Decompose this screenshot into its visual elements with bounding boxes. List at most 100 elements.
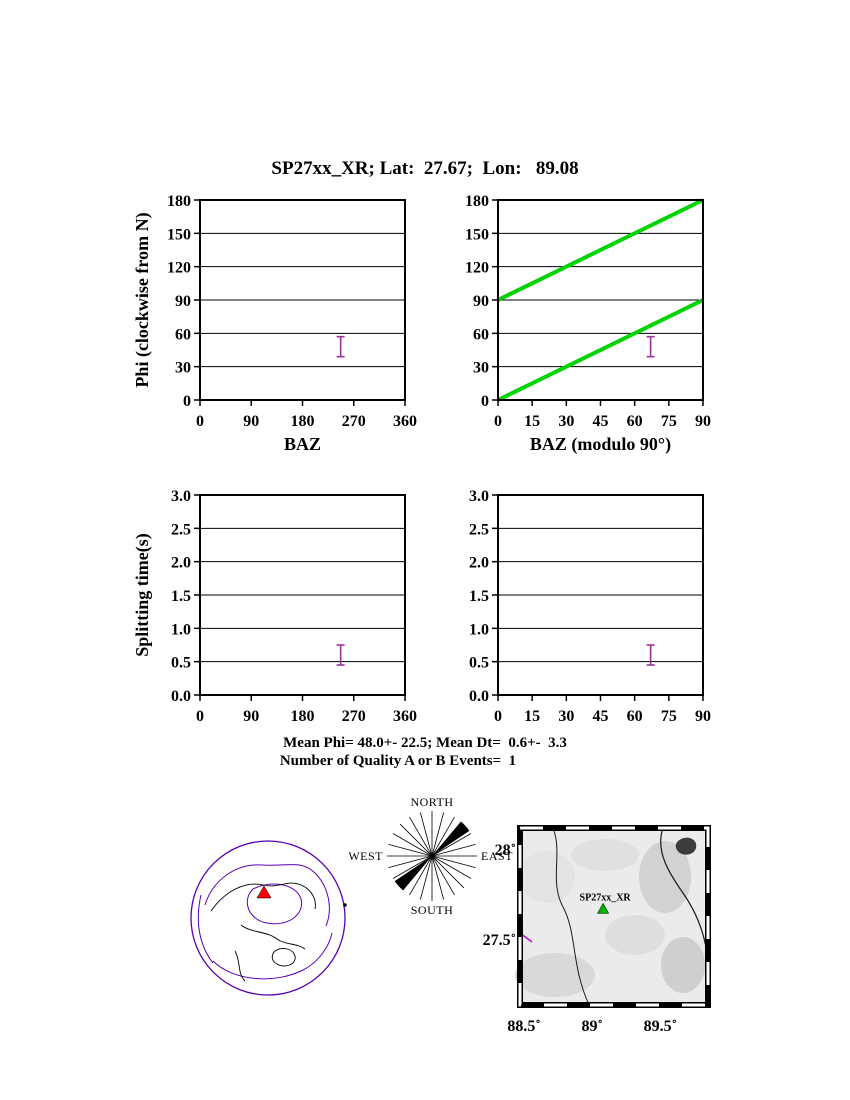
mean-phi-dt-text: Mean Phi= 48.0+- 22.5; Mean Dt= 0.6+- 3.…	[283, 735, 567, 751]
y-tick-label: 180	[465, 193, 489, 210]
y-tick-label: 60	[473, 326, 489, 343]
rose-label-north: NORTH	[410, 795, 453, 809]
x-tick-label: 0	[494, 708, 502, 725]
y-tick-label: 0	[183, 393, 191, 410]
x-tick-label: 0	[196, 708, 204, 725]
x-tick-label: 15	[524, 708, 540, 725]
coast-line	[660, 827, 708, 954]
y-tick-label: 2.0	[469, 555, 489, 572]
y-tick-label: 180	[167, 193, 191, 210]
map-station-marker	[597, 902, 610, 914]
y-tick-label: 120	[167, 260, 191, 277]
y-tick-label: 1.0	[469, 621, 489, 638]
map-x-tick-label: 89.5˚	[644, 1018, 677, 1035]
event-dot	[343, 903, 347, 907]
chart-dt-vs-baz-mod90: 0 15 30 45 60 75 90 0.0 0.5 1.0 1.5 2.0 2.5 3.0	[469, 488, 711, 725]
y-tick-label: 3.0	[469, 488, 489, 505]
terrain-shade	[519, 851, 575, 903]
terrain-shade	[661, 937, 705, 993]
dark-terrain-patch	[675, 837, 697, 855]
rose-wedge	[432, 821, 470, 856]
chart-phi-vs-baz-mod90: 0 15 30 45 60 75 90 0 30 60 90 120 150 180 BAZ (modulo…	[465, 193, 711, 455]
terrain-shade	[605, 915, 665, 955]
y-axis-label: Splitting time(s)	[132, 533, 153, 657]
continent-outline	[240, 924, 306, 950]
x-tick-label: 75	[661, 708, 677, 725]
map-station-label: SP27xx_XR	[580, 892, 632, 903]
y-tick-label: 1.0	[171, 621, 191, 638]
x-axis-label: BAZ	[284, 434, 321, 454]
chart-phi-vs-baz: 0 90 180 270 360 0 30 60 90 120 150 180 BAZ Phi (cloc…	[132, 193, 417, 454]
map-x-tick-label: 89˚	[582, 1018, 603, 1035]
y-tick-label: 0.5	[469, 655, 489, 672]
y-tick-label: 90	[473, 293, 489, 310]
rose-label-south: SOUTH	[411, 903, 454, 917]
x-tick-label: 45	[593, 413, 609, 430]
y-tick-label: 2.5	[171, 521, 191, 538]
map-x-tick-label: 88.5˚	[507, 1018, 540, 1035]
rose-label-east: EAST	[481, 849, 513, 863]
continent-outline	[210, 882, 316, 912]
x-tick-label: 270	[342, 413, 366, 430]
globe-coastline	[204, 864, 330, 927]
x-axis-label: BAZ (modulo 90°)	[530, 434, 671, 455]
y-tick-label: 90	[175, 293, 191, 310]
chart-dt-vs-baz: 0 90 180 270 360 0.0 0.5 1.0 1.5 2.0 2.5 3.0 Splitti…	[132, 488, 417, 725]
event-count-text: Number of Quality A or B Events= 1	[279, 753, 517, 769]
y-tick-label: 150	[465, 226, 489, 243]
backazimuth-rose: NORTH SOUTH WEST EAST	[348, 795, 513, 917]
x-tick-label: 30	[558, 413, 574, 430]
terrain-shade	[515, 953, 595, 997]
globe-station-marker	[256, 885, 272, 899]
valley-line	[552, 827, 590, 1006]
x-tick-label: 75	[661, 413, 677, 430]
rose-wedge	[394, 856, 432, 891]
globe-rim	[190, 840, 346, 996]
y-tick-label: 3.0	[171, 488, 191, 505]
map-frame-inner	[522, 830, 706, 1003]
x-tick-label: 360	[393, 413, 417, 430]
y-tick-label: 60	[175, 326, 191, 343]
globe-map	[190, 840, 347, 996]
continent-outline	[234, 950, 246, 982]
y-tick-label: 150	[167, 226, 191, 243]
y-tick-label: 30	[473, 360, 489, 377]
terrain-shade	[639, 841, 691, 913]
y-tick-label: 0	[481, 393, 489, 410]
map-frame-outer	[517, 825, 711, 1008]
x-tick-label: 45	[593, 708, 609, 725]
y-tick-label: 1.5	[171, 588, 191, 605]
y-axis-label: Phi (clockwise from N)	[132, 212, 153, 387]
terrain-shade	[571, 839, 639, 871]
y-tick-label: 30	[175, 360, 191, 377]
x-tick-label: 60	[627, 413, 643, 430]
reference-line	[497, 298, 704, 402]
globe-coastline	[212, 932, 333, 980]
station-map: 88.5˚ 89˚ 89.5˚ 28˚ 27.5˚ SP27xx_XR	[483, 825, 711, 1035]
map-y-tick-label: 27.5˚	[483, 932, 516, 949]
continent-outline	[271, 948, 296, 967]
x-tick-label: 90	[243, 708, 259, 725]
rose-label-west: WEST	[348, 849, 383, 863]
x-tick-label: 60	[627, 708, 643, 725]
x-tick-label: 0	[196, 413, 204, 430]
x-tick-label: 360	[393, 708, 417, 725]
map-y-tick-label: 28˚	[495, 842, 516, 859]
x-tick-label: 0	[494, 413, 502, 430]
y-tick-label: 0.0	[469, 688, 489, 705]
y-tick-label: 2.0	[171, 555, 191, 572]
y-tick-label: 0.0	[171, 688, 191, 705]
globe-coastline	[197, 894, 214, 964]
figure-title: SP27xx_XR; Lat: 27.67; Lon: 89.08	[271, 158, 579, 179]
x-tick-label: 15	[524, 413, 540, 430]
x-tick-label: 90	[243, 413, 259, 430]
map-frame-dash	[518, 826, 710, 1007]
x-tick-label: 90	[695, 708, 711, 725]
y-tick-label: 0.5	[171, 655, 191, 672]
x-tick-label: 270	[342, 708, 366, 725]
x-tick-label: 180	[291, 413, 315, 430]
y-tick-label: 1.5	[469, 588, 489, 605]
x-tick-label: 90	[695, 413, 711, 430]
x-tick-label: 30	[558, 708, 574, 725]
x-tick-label: 180	[291, 708, 315, 725]
